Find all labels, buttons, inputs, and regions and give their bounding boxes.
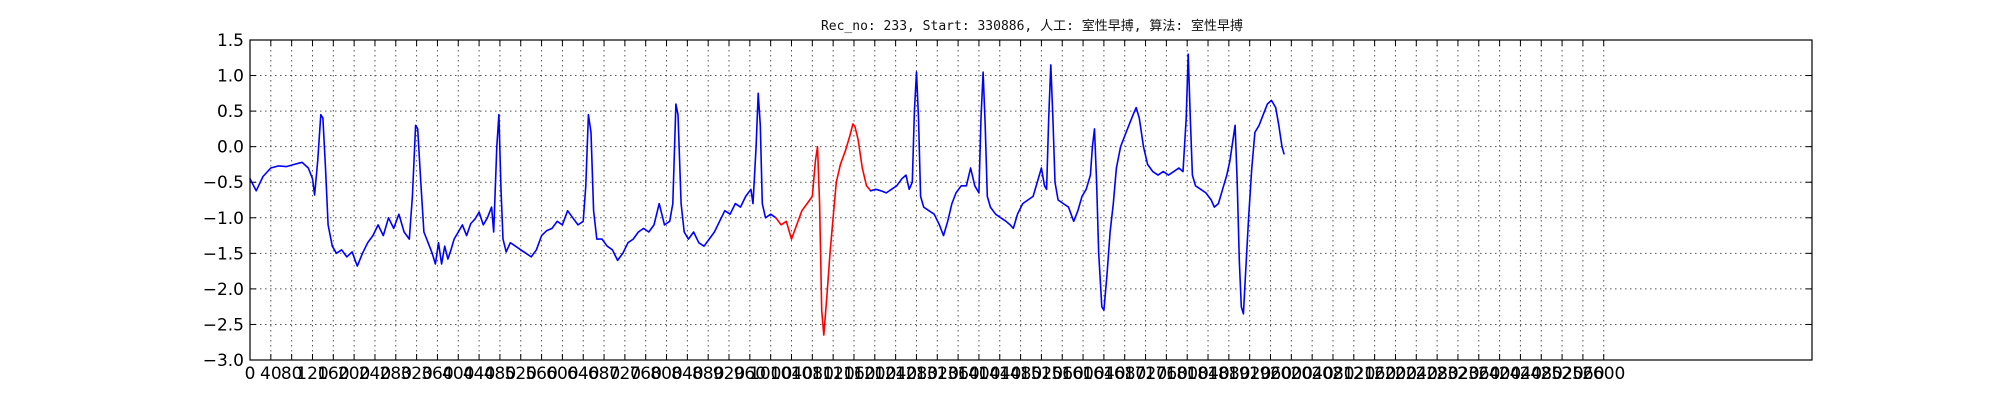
x-tick-label: 1840 — [1186, 364, 1229, 384]
x-tick-label: 120 — [296, 364, 328, 384]
x-tick-label: 880 — [692, 364, 724, 384]
x-tick-label: 1920 — [1228, 364, 1271, 384]
y-tick-label: −0.5 — [203, 173, 244, 193]
x-tick-label: 640 — [567, 364, 599, 384]
y-tick-label: 1.0 — [217, 67, 244, 87]
x-tick-label: 2120 — [1332, 364, 1375, 384]
x-tick-label: 1440 — [978, 364, 1021, 384]
x-tick-label: 1760 — [1145, 364, 1188, 384]
x-tick-labels: 0 40 8012016020024028032036040044048052056… — [245, 364, 1626, 384]
x-tick-label: 1480 — [999, 364, 1042, 384]
x-tick-label: 1200 — [853, 364, 896, 384]
x-tick-label: 1280 — [895, 364, 938, 384]
y-tick-label: −1.0 — [203, 209, 244, 229]
x-tick-label: 1160 — [832, 364, 875, 384]
x-tick-label: 2280 — [1415, 364, 1458, 384]
x-tick-label: 1080 — [791, 364, 834, 384]
grid-layer — [250, 40, 1812, 360]
x-tick-label: 1880 — [1207, 364, 1250, 384]
x-tick-label: 2560 — [1561, 364, 1604, 384]
x-tick-label: 200 — [338, 364, 370, 384]
x-tick-label: 2160 — [1353, 364, 1396, 384]
x-tick-label: 1120 — [812, 364, 855, 384]
y-tick-label: −2.5 — [203, 315, 244, 335]
y-tick-label: −3.0 — [203, 351, 244, 371]
x-tick-label: 2240 — [1395, 364, 1438, 384]
chart-title: Rec_no: 233, Start: 330886, 人工: 室性早搏, 算法… — [821, 18, 1243, 34]
x-tick-label: 1720 — [1124, 364, 1167, 384]
x-tick-label: 1320 — [916, 364, 959, 384]
x-tick-label: 1520 — [1020, 364, 1063, 384]
x-tick-label: 760 — [629, 364, 661, 384]
x-tick-label: 960 — [734, 364, 766, 384]
x-tick-label: 1000 — [749, 364, 792, 384]
x-tick-label: 840 — [671, 364, 703, 384]
x-tick-label: 1600 — [1061, 364, 1104, 384]
x-tick-label: 280 — [380, 364, 412, 384]
x-tick-label: 2080 — [1311, 364, 1354, 384]
x-tick-label: 2440 — [1499, 364, 1542, 384]
tick-layer — [249, 39, 1812, 361]
y-tick-label: −2.0 — [203, 280, 244, 300]
x-tick-label: 520 — [505, 364, 537, 384]
x-tick-label: 1040 — [770, 364, 813, 384]
ecg-series-2 — [775, 123, 872, 336]
x-tick-label: 2360 — [1457, 364, 1500, 384]
x-tick-label: 1640 — [1082, 364, 1125, 384]
ecg-series-3 — [869, 53, 1285, 315]
x-tick-label: 800 — [650, 364, 682, 384]
y-tick-labels: 1.5 1.0 0.5 0.0 −0.5 −1.0 −1.5 −2.0 −2.5 −3.0 — [203, 31, 244, 371]
plot-frame — [249, 39, 1813, 361]
x-tick-label: 1960 — [1249, 364, 1292, 384]
x-tick-label: 720 — [609, 364, 641, 384]
x-tick-label: 80 — [281, 364, 303, 384]
series-layer — [249, 53, 1285, 336]
x-tick-label: 2320 — [1436, 364, 1479, 384]
x-tick-label: 1360 — [936, 364, 979, 384]
x-tick-label: 1560 — [1041, 364, 1084, 384]
x-tick-label: 920 — [713, 364, 745, 384]
x-tick-label: 2480 — [1520, 364, 1563, 384]
x-tick-label: 360 — [421, 364, 453, 384]
x-tick-label: 320 — [400, 364, 432, 384]
x-tick-label: 440 — [463, 364, 495, 384]
x-tick-label: 1800 — [1166, 364, 1209, 384]
x-tick-label: 40 — [260, 364, 282, 384]
x-tick-label: 2200 — [1374, 364, 1417, 384]
x-tick-label: 2040 — [1291, 364, 1334, 384]
x-tick-label: 2000 — [1270, 364, 1313, 384]
x-tick-label: 2400 — [1478, 364, 1521, 384]
x-tick-label: 2600 — [1582, 364, 1625, 384]
x-tick-label: 480 — [484, 364, 516, 384]
ecg-series-1 — [249, 92, 777, 267]
y-tick-label: −1.5 — [203, 244, 244, 264]
y-tick-label: 0.0 — [217, 138, 244, 158]
x-tick-label: 400 — [442, 364, 474, 384]
x-tick-label: 560 — [525, 364, 557, 384]
x-tick-label: 240 — [359, 364, 391, 384]
y-tick-label: 1.5 — [217, 31, 244, 51]
x-tick-label: 160 — [317, 364, 349, 384]
y-tick-label: 0.5 — [217, 102, 244, 122]
x-tick-label: 600 — [546, 364, 578, 384]
x-tick-label: 2520 — [1540, 364, 1583, 384]
x-tick-label: 0 — [245, 364, 256, 384]
x-tick-label: 1240 — [874, 364, 917, 384]
x-tick-label: 680 — [588, 364, 620, 384]
x-tick-label: 1680 — [1103, 364, 1146, 384]
x-tick-label: 1400 — [957, 364, 1000, 384]
